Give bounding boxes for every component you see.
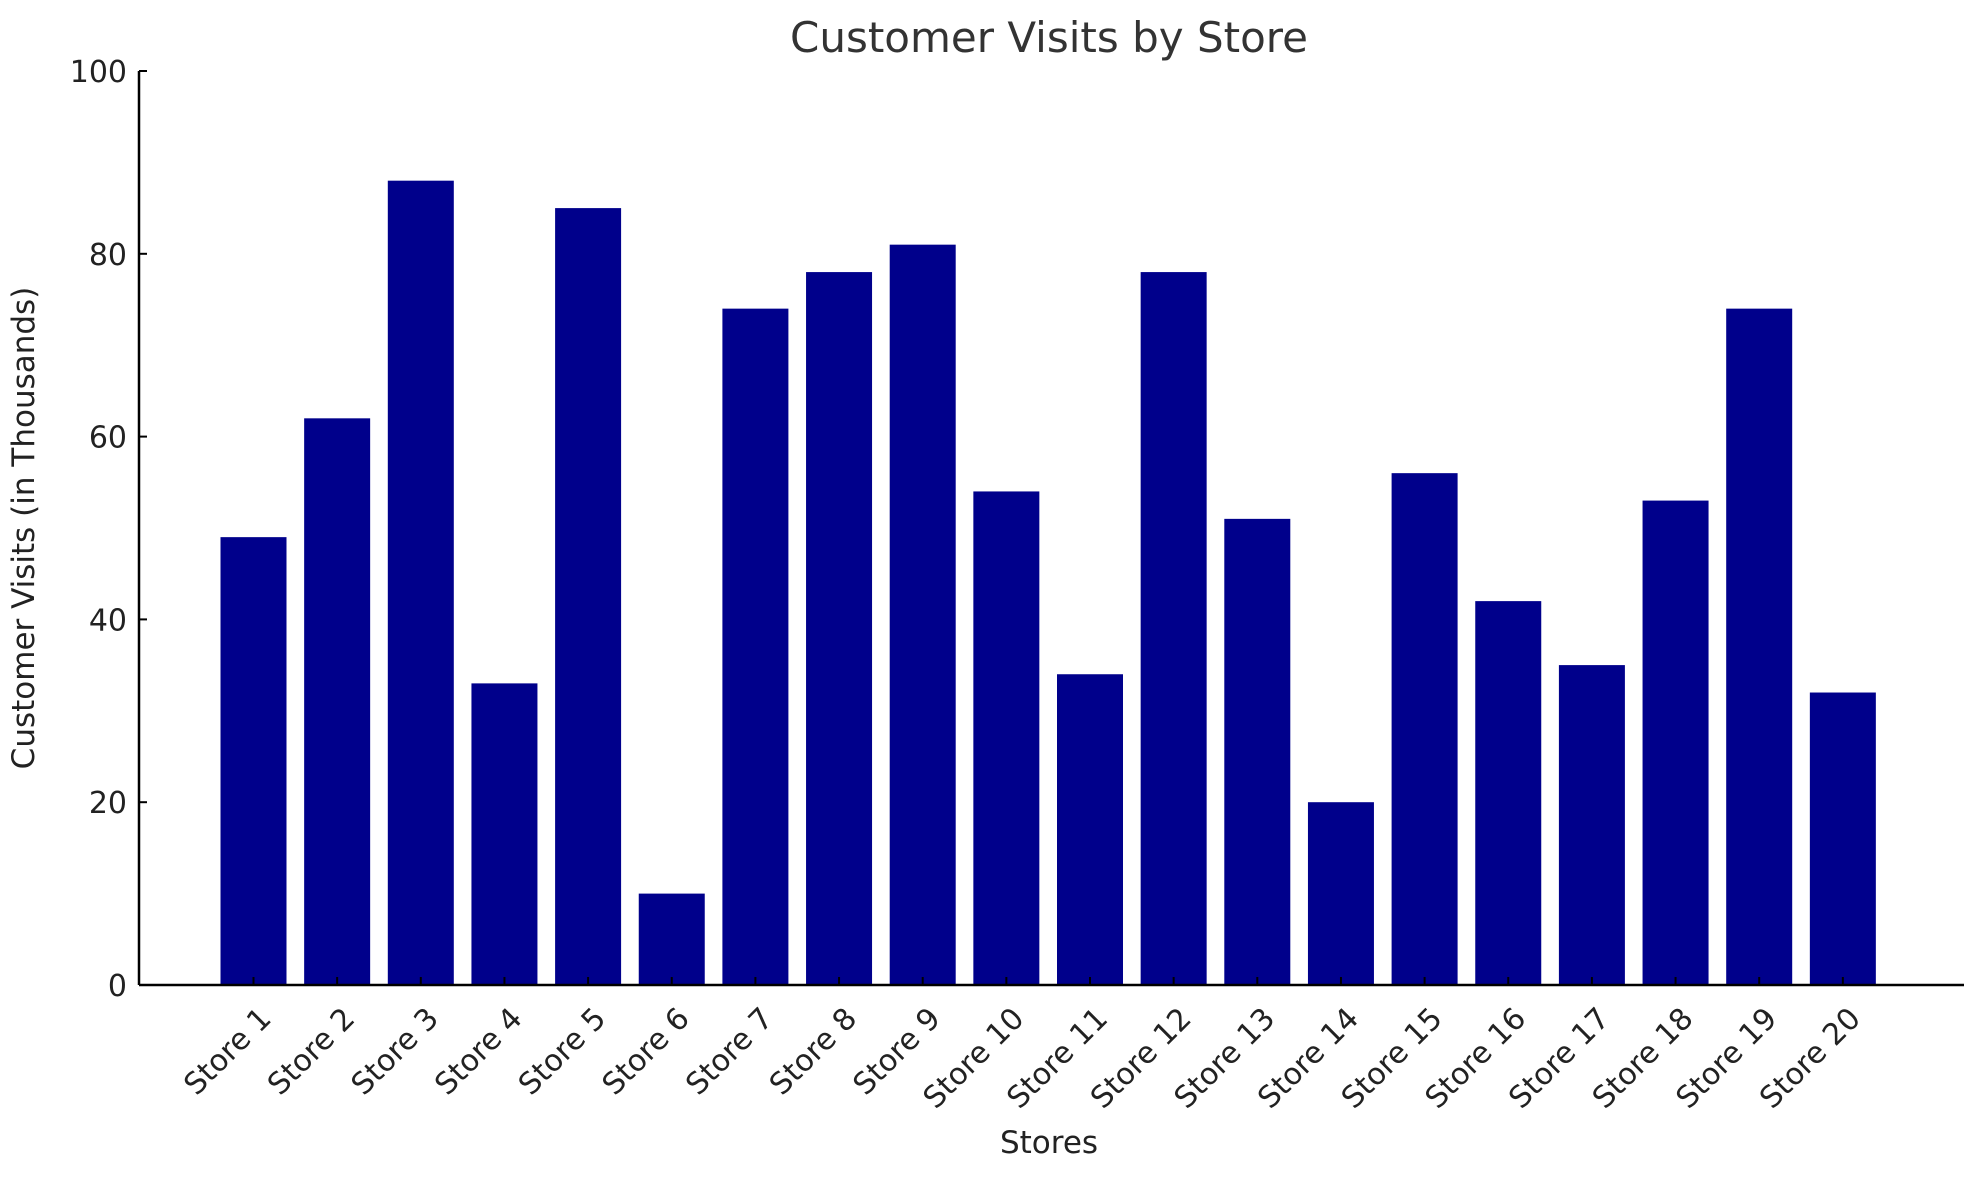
y-axis-label: Customer Visits (in Thousands) [6, 287, 42, 770]
bar-2 [304, 418, 371, 985]
bar-13 [1224, 518, 1291, 985]
x-tick-label: Store 6 [596, 1001, 697, 1102]
bar-16 [1475, 601, 1542, 985]
bars-group [220, 180, 1876, 986]
bar-3 [387, 180, 454, 985]
bar-10 [973, 491, 1040, 985]
bar-7 [722, 308, 789, 985]
x-tick-label: Store 1 [177, 1001, 278, 1102]
y-tick-label: 40 [89, 603, 127, 638]
y-tick-label: 100 [70, 55, 127, 90]
bar-9 [889, 244, 956, 985]
bar-14 [1307, 802, 1374, 985]
bar-12 [1140, 272, 1207, 986]
bar-15 [1391, 473, 1458, 985]
x-tick-label: Store 7 [679, 1001, 780, 1102]
bar-20 [1809, 692, 1876, 985]
bar-18 [1642, 500, 1709, 985]
bar-8 [806, 272, 873, 986]
x-tick-label: Store 4 [428, 1001, 529, 1102]
bar-17 [1558, 665, 1625, 985]
y-tick-label: 60 [89, 421, 127, 456]
bar-19 [1726, 308, 1793, 985]
y-axis-ticks: 0 20 40 60 80 100 [70, 55, 147, 1004]
bar-5 [555, 208, 622, 986]
bar-11 [1057, 674, 1123, 985]
bar-6 [638, 893, 705, 985]
y-tick-label: 80 [89, 238, 127, 273]
y-tick-label: 20 [89, 786, 127, 821]
x-tick-label: Store 5 [512, 1001, 613, 1102]
x-axis-label: Stores [1000, 1125, 1098, 1161]
y-tick-label: 0 [108, 969, 127, 1004]
bar-1 [220, 537, 287, 985]
x-tick-label: Store 3 [345, 1001, 446, 1102]
x-tick-label: Store 2 [261, 1001, 362, 1102]
bar-4 [471, 683, 538, 985]
chart-title: Customer Visits by Store [790, 13, 1308, 62]
x-tick-label: Store 8 [763, 1001, 864, 1102]
